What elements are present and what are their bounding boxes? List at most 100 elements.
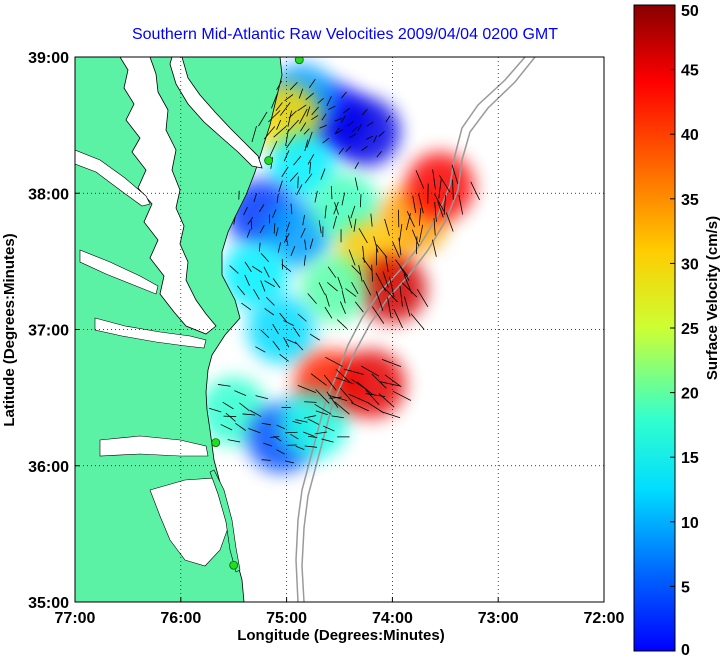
velocity-vector <box>247 216 254 225</box>
velocity-vector <box>276 80 283 91</box>
velocity-vector <box>327 266 337 278</box>
velocity-vector <box>302 214 305 226</box>
velocity-vector <box>434 201 437 222</box>
velocity-vector <box>295 445 305 451</box>
velocity-vector <box>300 122 307 132</box>
velocity-vector <box>416 288 429 308</box>
radar-station-marker <box>264 156 274 165</box>
velocity-vector <box>217 384 231 387</box>
velocity-vector <box>304 139 309 152</box>
velocity-vector <box>241 302 252 311</box>
velocity-vector <box>381 358 402 368</box>
velocity-vector <box>378 131 385 137</box>
velocity-vector <box>292 420 302 425</box>
velocity-vector <box>285 221 291 232</box>
velocity-vector <box>272 324 279 335</box>
velocity-vector <box>319 124 327 129</box>
colorbar-tick-label: 45 <box>681 63 699 80</box>
velocity-vector <box>341 290 346 304</box>
velocity-vector <box>338 147 344 155</box>
velocity-vector <box>392 241 400 258</box>
velocity-vector <box>276 193 279 203</box>
velocity-vector <box>343 368 364 375</box>
velocity-vector <box>365 389 380 405</box>
velocity-vector <box>276 449 285 455</box>
velocity-vector <box>321 113 327 121</box>
velocity-vector <box>334 401 350 415</box>
velocity-vector <box>384 374 402 388</box>
velocity-vector <box>296 184 303 196</box>
velocity-vector <box>398 237 402 256</box>
velocity-vector <box>293 155 302 166</box>
velocity-vector <box>306 106 311 117</box>
velocity-vector <box>308 78 316 88</box>
velocity-vector <box>351 281 359 295</box>
velocity-vector <box>234 390 247 397</box>
velocity-vector <box>359 194 362 208</box>
velocity-vectors <box>208 78 480 464</box>
velocity-cell <box>331 97 400 166</box>
colorbar-tick-label: 5 <box>681 579 690 596</box>
velocity-vector <box>244 261 252 272</box>
velocity-vector <box>350 205 356 219</box>
colorbar-ticks: 0 5 10 15 20 25 30 35 40 45 50 <box>670 3 699 659</box>
velocity-vector <box>452 179 454 200</box>
velocity-vector <box>315 410 328 416</box>
velocity-vector <box>399 285 403 307</box>
velocity-vector <box>283 150 290 162</box>
velocity-vector <box>318 220 322 234</box>
velocity-vector <box>258 242 261 252</box>
velocity-vector <box>275 227 279 237</box>
velocity-vector <box>311 106 319 116</box>
velocity-vector <box>270 436 280 438</box>
velocity-vector <box>321 438 334 443</box>
velocity-vector <box>347 120 354 127</box>
velocity-vector <box>208 407 222 413</box>
velocity-vector <box>318 282 326 295</box>
y-tick-label: 37:00 <box>28 323 69 340</box>
velocity-vector <box>225 412 236 422</box>
velocity-vector <box>335 129 344 134</box>
velocity-vector <box>365 135 373 140</box>
velocity-vector <box>289 172 299 182</box>
colorbar-label: Surface Velocity (cm/s) <box>704 216 721 380</box>
velocity-vector <box>267 110 281 123</box>
velocity-vector <box>380 411 401 419</box>
velocity-vector <box>383 286 398 303</box>
radar-station-marker <box>294 57 304 65</box>
velocity-vector <box>235 423 247 431</box>
velocity-vector <box>260 252 270 263</box>
velocity-vector <box>350 402 369 412</box>
colorbar-tick-label: 40 <box>681 127 699 144</box>
velocity-vector <box>325 293 330 307</box>
velocity-vector <box>239 402 250 412</box>
velocity-vector <box>283 337 290 348</box>
velocity-vector <box>361 145 368 151</box>
chesapeake-bay <box>119 57 217 335</box>
velocity-vector <box>261 459 271 461</box>
velocity-vector <box>283 320 294 326</box>
velocity-vector <box>403 296 411 317</box>
x-tick-label: 76:00 <box>160 610 201 627</box>
velocity-vector <box>354 177 359 191</box>
velocity-vector <box>251 125 257 143</box>
velocity-vector <box>289 81 298 91</box>
velocity-vector <box>284 460 295 464</box>
radar-stations <box>211 57 304 570</box>
velocity-vector <box>297 313 307 322</box>
velocity-vector <box>309 333 320 341</box>
colorbar-tick-label: 20 <box>681 386 699 403</box>
bathymetry-contour <box>301 57 536 602</box>
velocity-vector <box>314 403 332 415</box>
velocity-field <box>199 63 475 473</box>
colorbar-tick-label: 25 <box>681 321 699 338</box>
velocity-vector <box>242 413 256 416</box>
velocity-vector <box>438 174 451 193</box>
radar-station-marker <box>211 438 221 447</box>
velocity-vector <box>303 128 310 135</box>
velocity-vector <box>255 395 269 400</box>
colorbar-tick-label: 50 <box>681 3 699 20</box>
velocity-vector <box>297 384 317 394</box>
velocity-vector <box>279 353 289 362</box>
velocity-vector <box>437 200 444 218</box>
